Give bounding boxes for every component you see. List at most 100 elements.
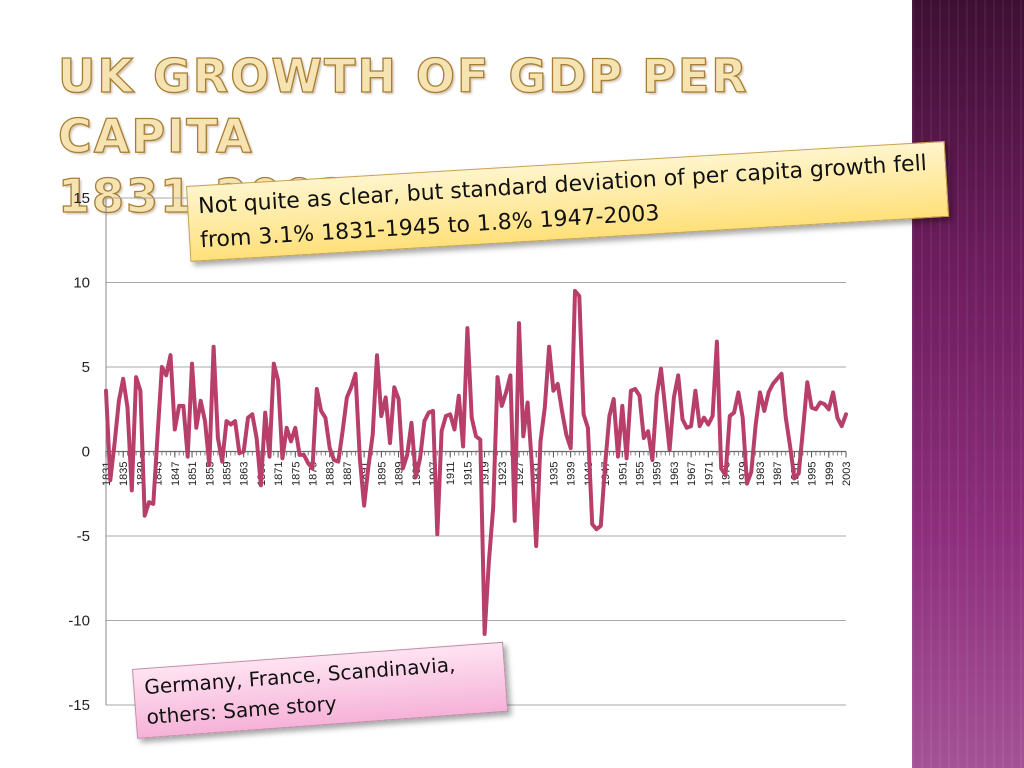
data-point bbox=[660, 367, 662, 369]
data-point bbox=[230, 423, 232, 425]
data-point bbox=[290, 440, 292, 442]
data-point bbox=[217, 437, 219, 439]
slide-title: UK GROWTH OF GDP PER CAPITA 1831-2003 (%… bbox=[57, 48, 749, 223]
same-story-callout-text: Germany, France, Scandinavia, others: Sa… bbox=[143, 652, 457, 730]
x-tick-label: 1963 bbox=[669, 462, 681, 486]
data-point bbox=[126, 406, 128, 408]
data-point bbox=[686, 427, 688, 429]
data-point bbox=[716, 340, 718, 342]
data-point bbox=[324, 417, 326, 419]
x-tick-label: 1883 bbox=[325, 462, 337, 486]
data-point bbox=[591, 523, 593, 525]
data-point bbox=[488, 560, 490, 562]
x-tick-label: 1847 bbox=[170, 462, 182, 486]
data-point bbox=[729, 415, 731, 417]
x-tick-label: 1951 bbox=[617, 462, 629, 486]
data-point bbox=[797, 472, 799, 474]
data-point bbox=[802, 428, 804, 430]
data-point bbox=[277, 379, 279, 381]
data-point bbox=[285, 427, 287, 429]
data-point bbox=[470, 417, 472, 419]
data-point bbox=[539, 440, 541, 442]
data-point bbox=[161, 366, 163, 368]
data-point bbox=[604, 464, 606, 466]
data-point bbox=[630, 389, 632, 391]
data-point bbox=[767, 391, 769, 393]
data-point bbox=[109, 479, 111, 481]
data-point bbox=[397, 398, 399, 400]
data-point bbox=[311, 467, 313, 469]
x-tick-label: 1871 bbox=[273, 462, 285, 486]
x-tick-label: 1835 bbox=[118, 462, 130, 486]
data-point bbox=[221, 460, 223, 462]
x-tick-label: 1875 bbox=[290, 462, 302, 486]
data-point bbox=[165, 374, 167, 376]
data-point bbox=[367, 466, 369, 468]
data-point bbox=[440, 430, 442, 432]
data-point bbox=[815, 408, 817, 410]
decorative-side-band bbox=[912, 0, 1024, 768]
data-point bbox=[505, 391, 507, 393]
data-point bbox=[255, 437, 257, 439]
data-point bbox=[415, 476, 417, 478]
data-point bbox=[772, 383, 774, 385]
data-point bbox=[281, 457, 283, 459]
data-point bbox=[711, 415, 713, 417]
data-point bbox=[608, 415, 610, 417]
data-point bbox=[174, 428, 176, 430]
data-point bbox=[612, 398, 614, 400]
data-point bbox=[492, 506, 494, 508]
data-point bbox=[445, 415, 447, 417]
data-point bbox=[329, 447, 331, 449]
x-tick-label: 1923 bbox=[497, 462, 509, 486]
data-point bbox=[789, 445, 791, 447]
data-point bbox=[574, 290, 576, 292]
x-tick-label: 1983 bbox=[755, 462, 767, 486]
data-point bbox=[651, 459, 653, 461]
data-point bbox=[638, 395, 640, 397]
data-point bbox=[677, 374, 679, 376]
data-point bbox=[694, 389, 696, 391]
data-point bbox=[350, 386, 352, 388]
data-point bbox=[668, 449, 670, 451]
y-tick-label: -10 bbox=[68, 613, 90, 630]
data-point bbox=[333, 459, 335, 461]
data-point bbox=[462, 445, 464, 447]
data-point bbox=[118, 400, 120, 402]
data-point bbox=[780, 373, 782, 375]
x-tick-label: 1851 bbox=[187, 462, 199, 486]
data-point bbox=[307, 462, 309, 464]
y-tick-label: -15 bbox=[68, 697, 90, 714]
data-point bbox=[819, 401, 821, 403]
data-point bbox=[212, 346, 214, 348]
data-point bbox=[260, 484, 262, 486]
data-point bbox=[354, 373, 356, 375]
data-point bbox=[247, 417, 249, 419]
data-point bbox=[406, 454, 408, 456]
data-point bbox=[582, 413, 584, 415]
data-point bbox=[402, 467, 404, 469]
data-point bbox=[531, 464, 533, 466]
y-tick-label: 5 bbox=[82, 359, 90, 376]
data-point bbox=[759, 391, 761, 393]
data-point bbox=[557, 383, 559, 385]
data-point bbox=[535, 545, 537, 547]
data-point bbox=[148, 501, 150, 503]
data-point bbox=[208, 464, 210, 466]
data-point bbox=[195, 427, 197, 429]
data-point bbox=[832, 391, 834, 393]
data-point bbox=[238, 452, 240, 454]
data-point bbox=[225, 420, 227, 422]
data-point bbox=[690, 425, 692, 427]
data-point bbox=[268, 455, 270, 457]
data-point bbox=[750, 471, 752, 473]
data-point bbox=[359, 457, 361, 459]
data-point bbox=[376, 354, 378, 356]
y-tick-label: 10 bbox=[73, 275, 90, 292]
data-point bbox=[836, 417, 838, 419]
y-tick-label: 15 bbox=[73, 190, 90, 207]
data-point bbox=[152, 503, 154, 505]
data-point bbox=[105, 389, 107, 391]
x-tick-label: 1995 bbox=[807, 462, 819, 486]
